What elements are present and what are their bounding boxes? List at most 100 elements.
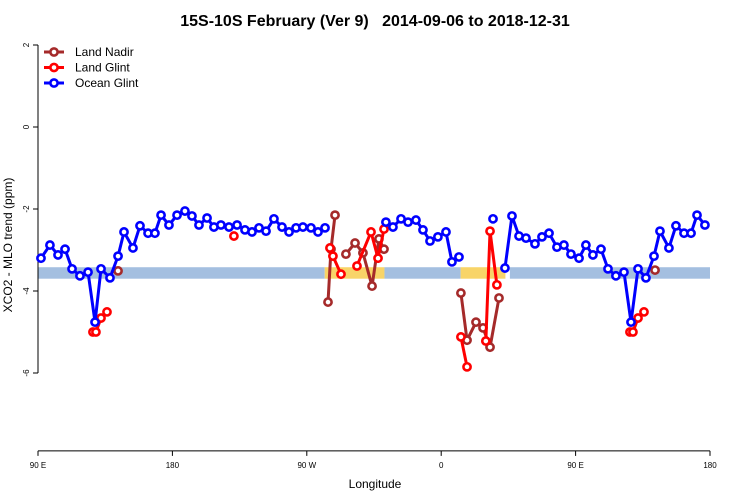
legend-label: Ocean Glint [75,76,139,90]
data-point [113,266,123,276]
x-axis-label: Longitude [349,477,402,491]
data-point [692,210,702,221]
data-point [53,250,63,260]
data-point [471,317,481,328]
legend-marker [49,78,59,88]
data-point [619,267,629,278]
data-point [277,222,287,232]
legend-label: Land Glint [75,61,130,75]
data-point [388,222,398,232]
data-point [284,227,294,237]
data-point [633,263,643,274]
data-point [261,226,271,237]
data-point [67,263,77,274]
data-point [686,228,696,239]
data-point [381,217,391,228]
data-point [441,227,451,237]
series-line [355,228,386,267]
data-point [433,231,443,242]
data-point [323,297,333,307]
data-point [521,233,531,244]
data-point [336,269,346,280]
x-tick-label: 180 [166,461,180,470]
data-point [366,227,376,237]
data-point [90,317,100,328]
data-point [447,256,457,267]
data-point [480,336,491,346]
data-point [247,227,257,237]
data-point [313,227,323,237]
x-tick-label: 90 W [297,461,316,470]
y-tick-label: 2 [22,42,31,47]
data-point [306,222,316,233]
data-point [83,267,93,278]
x-tick-label: 0 [439,461,444,470]
data-point [373,253,383,264]
legend-marker [49,47,59,57]
data-point [596,244,606,255]
data-point [229,231,239,241]
data-point [641,272,651,283]
data-point [488,213,498,224]
legend-marker [49,62,59,73]
data-point [650,265,660,275]
data-point [352,261,362,271]
data-point [325,243,335,253]
data-point [411,215,421,225]
data-point [559,240,569,250]
data-point [330,210,340,221]
coverage-band [460,267,506,279]
x-tick-label: 180 [703,461,717,470]
data-point [269,213,279,224]
coverage-band [38,267,325,279]
data-point [298,222,308,232]
data-point [96,263,106,274]
data-point [180,206,190,216]
data-point [581,240,591,250]
data-point [45,240,55,250]
data-point [135,220,145,231]
data-point [603,263,613,274]
data-point [456,332,466,342]
data-point [216,220,226,230]
y-tick-label: -2 [22,205,31,213]
data-point [232,220,242,230]
series-line [503,213,707,324]
y-tick-label: -6 [22,369,31,377]
data-point [544,228,554,239]
data-point [341,249,351,259]
data-point [418,225,428,235]
data-point [425,236,435,246]
data-point [700,220,710,230]
data-point [91,327,101,337]
data-point [633,313,643,323]
data-point [60,244,70,255]
data-point [403,217,413,228]
data-point [492,279,502,290]
data-point [224,222,234,232]
y-axis-label: XCO2 - MLO trend (ppm) [1,178,15,313]
data-point [649,251,659,262]
data-point [164,220,174,230]
data-point [671,220,681,231]
data-point [462,361,472,372]
data-point [75,270,85,281]
data-point [187,211,197,221]
data-point [454,252,464,262]
data-point [628,327,638,337]
data-point [367,281,377,291]
data-point [655,226,665,237]
data-point [566,249,576,259]
data-point [588,250,598,260]
x-tick-label: 90 E [567,461,583,470]
data-point [36,253,46,264]
coverage-band [384,267,461,279]
series-line [459,336,469,368]
data-point [456,288,466,298]
chart-title: 15S-10S February (Ver 9) 2014-09-06 to 2… [180,13,570,30]
data-point [128,243,138,253]
data-point [150,228,160,239]
data-point [500,263,510,273]
data-point [574,253,584,264]
